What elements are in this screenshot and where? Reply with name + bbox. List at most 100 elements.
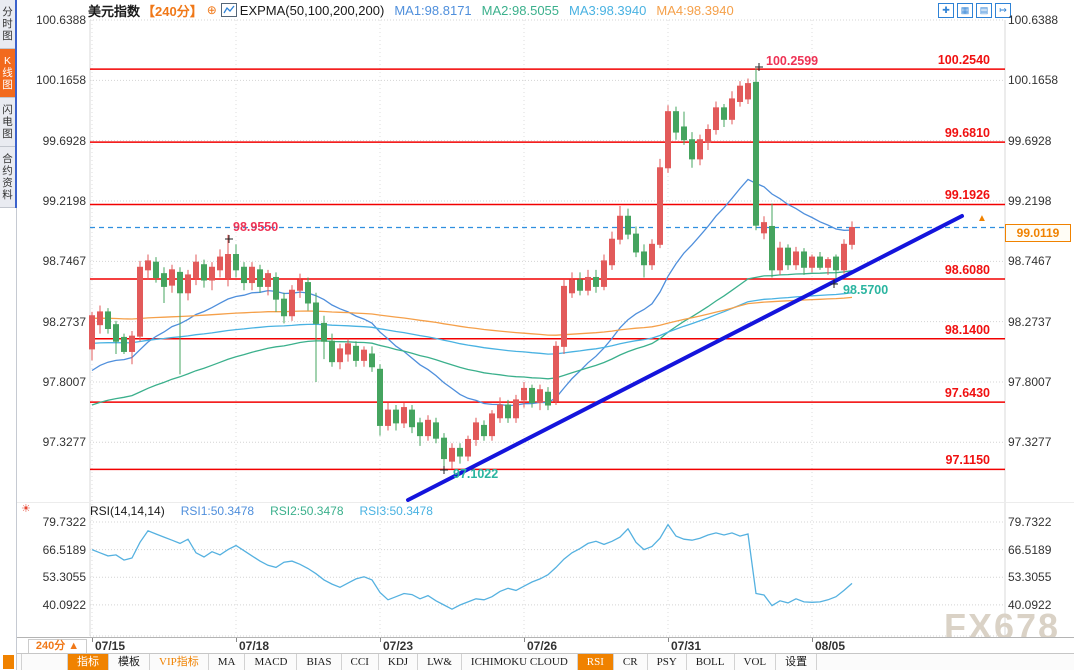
- toolbar-item-指标[interactable]: 指标: [68, 654, 109, 670]
- level-label: 100.2540: [937, 53, 990, 68]
- ma-value: MA3:98.3940: [569, 2, 647, 18]
- price-axis-label: 66.5189: [1008, 542, 1052, 557]
- price-axis-label: 97.3277: [1008, 435, 1052, 450]
- price-axis-label: 79.7322: [1008, 515, 1052, 529]
- trendline-layer: [406, 214, 964, 502]
- indicator-label: EXPMA(50,100,200,200): [239, 2, 385, 18]
- rsi-label: RSI(14,14,14): [90, 503, 165, 518]
- toolbar-item-KDJ[interactable]: KDJ: [379, 654, 419, 670]
- level-label: 98.1400: [944, 322, 990, 337]
- candles-layer: [89, 68, 855, 472]
- level-label: 97.1150: [945, 453, 991, 468]
- ma-value: MA2:98.5055: [481, 2, 560, 18]
- date-tick: [668, 638, 669, 642]
- toolbar-item-MACD[interactable]: MACD: [245, 654, 298, 670]
- price-arrow-icon: ▲: [977, 213, 987, 224]
- price-axis-label: 97.3277: [42, 435, 86, 450]
- rsi-value: RSI2:50.3478: [270, 503, 344, 518]
- toolbar-spacer: [17, 654, 22, 670]
- price-axis-label: 53.3055: [1008, 570, 1052, 585]
- plus-circle-icon[interactable]: ⊕: [206, 3, 217, 17]
- toolbar-item-VIP指标[interactable]: VIP指标: [150, 654, 209, 670]
- date-tick: [92, 638, 93, 642]
- markers-layer: [225, 63, 838, 474]
- swing-marker-label: 100.2599: [766, 54, 819, 68]
- date-label: 07/26: [527, 639, 558, 653]
- date-tick: [380, 638, 381, 642]
- date-tick: [236, 638, 237, 642]
- toolbar-item-PSY[interactable]: PSY: [648, 654, 687, 670]
- sidebar-tab-闪电图[interactable]: 闪电图: [0, 98, 15, 147]
- date-label: 07/31: [671, 639, 702, 653]
- toolbar-item-LW&[interactable]: LW&: [418, 654, 462, 670]
- ma-value: MA4:98.3940: [656, 2, 734, 18]
- period-selector[interactable]: 240分 ▲: [28, 639, 87, 654]
- date-tick: [812, 638, 813, 642]
- price-axis-label: 100.1658: [35, 73, 86, 88]
- price-axis-label: 98.2737: [42, 314, 86, 329]
- price-axis-label: 99.6928: [1008, 133, 1052, 148]
- pan-icon[interactable]: ✚: [938, 3, 954, 18]
- toolbar-item-ICHIMOKU CLOUD[interactable]: ICHIMOKU CLOUD: [462, 654, 578, 670]
- rsi-layer: [91, 523, 853, 610]
- toolbar-item-VOL[interactable]: VOL: [735, 654, 777, 670]
- rsi-value: RSI1:50.3478: [180, 503, 255, 518]
- swing-marker-label: 98.5700: [843, 283, 889, 297]
- sun-icon[interactable]: ☀: [21, 503, 31, 515]
- indicator-toolbar: 指标 模板 VIP指标 MA MACD BIAS CCI KDJ LW& ICHIMOKU CLO…: [17, 653, 1074, 670]
- price-axis-label: 97.8007: [1008, 374, 1052, 389]
- price-axis-label: 99.2198: [42, 193, 86, 208]
- toolbar-item-BOLL[interactable]: BOLL: [687, 654, 735, 670]
- price-axis-label: 99.2198: [1008, 193, 1052, 208]
- symbol-title: 美元指数: [88, 3, 141, 19]
- toolbar-item-BIAS[interactable]: BIAS: [297, 654, 342, 670]
- rsi-value: RSI3:50.3478: [359, 503, 433, 518]
- axis-chart-icon[interactable]: ▤: [976, 3, 992, 18]
- toolbar-spacer: [22, 654, 68, 670]
- price-axis-label: 98.7467: [1008, 254, 1052, 269]
- date-tick: [524, 638, 525, 642]
- rsi-header: RSI(14,14,14) RSI1:50.3478 RSI2:50.3478 RS…: [90, 503, 433, 518]
- sidebar-tab-分时图[interactable]: 分时图: [0, 0, 15, 49]
- chart-toolbar-icons: ✚ ▦ ▤ ↦: [938, 3, 1011, 18]
- toolbar-item-CCI[interactable]: CCI: [342, 654, 379, 670]
- indicator-chart-icon[interactable]: [220, 3, 237, 17]
- date-label: 08/05: [815, 639, 846, 653]
- price-axis-label: 98.7467: [42, 254, 86, 269]
- swing-marker-label: 97.1022: [453, 467, 499, 481]
- price-axis-label: 66.5189: [42, 542, 86, 557]
- ma-values: MA1:98.8171 MA2:98.5055 MA3:98.3940 MA4:98.…: [384, 3, 733, 18]
- period-selector-label: 240分 ▲: [35, 640, 80, 652]
- price-axis-label: 79.7322: [42, 515, 86, 529]
- swing-marker-label: 98.9550: [233, 220, 279, 234]
- sidebar: 分时图 K线图 闪电图 合约资料: [0, 0, 17, 670]
- price-axis-label: 100.1658: [1008, 73, 1059, 88]
- price-axis-label: 98.2737: [1008, 314, 1052, 329]
- detach-icon[interactable]: ↦: [995, 3, 1011, 18]
- level-label: 97.6430: [944, 386, 990, 401]
- price-axis-label: 100.6388: [1008, 13, 1059, 27]
- price-axis-label: 100.6388: [35, 13, 86, 27]
- current-price-badge: 99.0119: [1005, 224, 1071, 242]
- grid-chart-icon[interactable]: ▦: [957, 3, 973, 18]
- toolbar-item-CR[interactable]: CR: [614, 654, 648, 670]
- date-axis: 240分 ▲ 07/15 07/18 07/23 07/26 07/31 08/05: [17, 637, 1074, 654]
- price-axis-label: 40.0922: [1008, 597, 1052, 612]
- toolbar-item-MA[interactable]: MA: [209, 654, 246, 670]
- sidebar-tab-合约资料[interactable]: 合约资料: [0, 147, 15, 208]
- pane-separator: [17, 502, 1074, 503]
- ma-value: MA1:98.8171: [394, 2, 472, 18]
- level-label: 99.1926: [944, 188, 990, 203]
- price-axis-label: 97.8007: [42, 374, 86, 389]
- toolbar-item-设置[interactable]: 设置: [776, 654, 818, 670]
- sidebar-tab-K线图[interactable]: K线图: [0, 49, 15, 98]
- sidebar-footer-block: [3, 655, 14, 669]
- toolbar-item-RSI[interactable]: RSI: [577, 654, 614, 670]
- price-axis-label: 53.3055: [42, 570, 86, 585]
- level-label: 99.6810: [944, 126, 990, 141]
- toolbar-item-模板[interactable]: 模板: [109, 654, 150, 670]
- date-label: 07/23: [383, 639, 414, 653]
- period-label: 【240分】: [142, 3, 203, 19]
